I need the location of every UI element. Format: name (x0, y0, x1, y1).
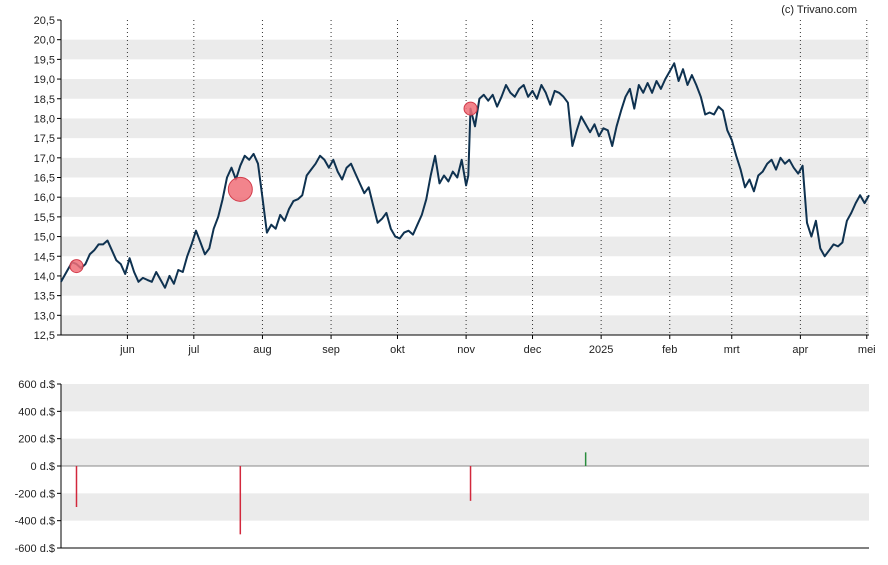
bar-y-tick-label: -600 d.$ (15, 543, 55, 555)
bar-grid-band (61, 384, 869, 412)
y-tick-label: 17,5 (34, 133, 55, 145)
bar-y-tick-label: 200 d.$ (18, 434, 55, 446)
price-grid-band (61, 197, 869, 217)
price-grid-band (61, 275, 869, 296)
price-grid-band (61, 79, 869, 99)
x-tick-label: nov (457, 344, 475, 356)
transaction-marker (69, 259, 84, 274)
x-tick-label: sep (322, 344, 340, 356)
x-tick-label: feb (662, 344, 677, 356)
bar-y-tick-label: -200 d.$ (15, 488, 55, 500)
price-chart-panel: jun jul aug sep okt nov dec 2025 feb mrt apr mei 12,… (34, 15, 876, 356)
price-grid-band (61, 157, 869, 178)
transactions-bar-panel: 600 d.$ 400 d.$ 200 d.$ 0 d.$ -200 d.$ -400 d… (15, 379, 869, 555)
price-grid-band (61, 236, 869, 257)
x-tick-label: 2025 (589, 344, 613, 356)
x-tick-label: okt (390, 344, 405, 356)
transaction-marker (463, 101, 478, 116)
y-tick-label: 13,0 (34, 310, 55, 322)
x-tick-label: jun (119, 344, 135, 356)
y-tick-label: 12,5 (34, 330, 55, 342)
y-tick-label: 19,5 (34, 54, 55, 66)
y-tick-label: 15,0 (34, 232, 55, 244)
credit-label: (c) Trivano.com (781, 4, 857, 16)
price-grid-band (61, 315, 869, 335)
y-tick-label: 14,5 (34, 251, 55, 263)
bar-grid-band (61, 493, 869, 521)
x-tick-label: jul (187, 344, 199, 356)
y-tick-label: 15,5 (34, 212, 55, 224)
x-tick-label: dec (524, 344, 542, 356)
y-tick-label: 16,5 (34, 173, 55, 185)
bar-y-tick-label: -400 d.$ (15, 516, 55, 528)
bar-y-tick-label: 600 d.$ (18, 379, 55, 391)
bar-grid-band (61, 438, 869, 466)
bar-y-tick-label: 0 d.$ (31, 461, 55, 473)
x-tick-label: mrt (724, 344, 740, 356)
y-tick-label: 16,0 (34, 192, 55, 204)
y-tick-label: 17,0 (34, 153, 55, 165)
y-tick-label: 19,0 (34, 74, 55, 86)
y-tick-label: 13,5 (34, 291, 55, 303)
x-tick-label: mei (858, 344, 876, 356)
y-tick-label: 18,0 (34, 113, 55, 125)
price-grid-band (61, 118, 869, 139)
price-grid-band (61, 39, 869, 60)
y-tick-label: 20,0 (34, 35, 55, 47)
y-tick-label: 20,5 (34, 15, 55, 27)
y-tick-label: 18,5 (34, 94, 55, 106)
price-line (60, 62, 870, 289)
x-tick-label: apr (792, 344, 808, 356)
y-tick-label: 14,0 (34, 271, 55, 283)
bar-y-tick-label: 400 d.$ (18, 406, 55, 418)
transaction-marker (227, 176, 253, 202)
x-tick-label: aug (253, 344, 271, 356)
